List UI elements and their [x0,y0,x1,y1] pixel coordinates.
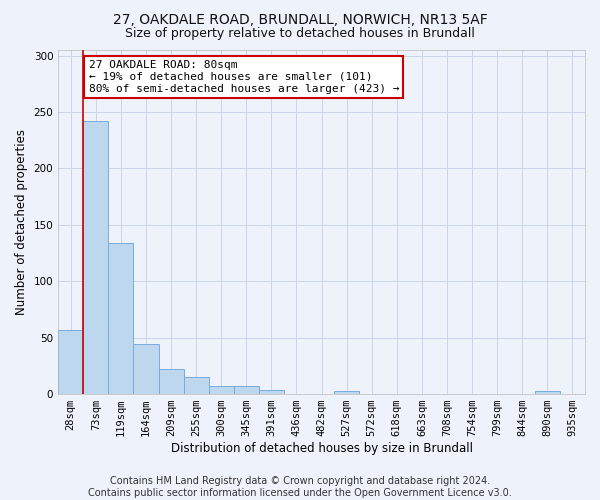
Bar [334,390,359,394]
Bar [259,390,284,394]
Text: 27, OAKDALE ROAD, BRUNDALL, NORWICH, NR13 5AF: 27, OAKDALE ROAD, BRUNDALL, NORWICH, NR1… [113,12,487,26]
Bar [133,344,158,394]
Bar [184,377,209,394]
Bar [535,390,560,394]
Bar [109,243,133,394]
Text: Size of property relative to detached houses in Brundall: Size of property relative to detached ho… [125,28,475,40]
Text: 27 OAKDALE ROAD: 80sqm
← 19% of detached houses are smaller (101)
80% of semi-de: 27 OAKDALE ROAD: 80sqm ← 19% of detached… [89,60,399,94]
Bar [209,386,234,394]
Text: Contains HM Land Registry data © Crown copyright and database right 2024.
Contai: Contains HM Land Registry data © Crown c… [88,476,512,498]
X-axis label: Distribution of detached houses by size in Brundall: Distribution of detached houses by size … [170,442,473,455]
Bar [158,370,184,394]
Bar [58,330,83,394]
Bar [83,121,109,394]
Bar [234,386,259,394]
Y-axis label: Number of detached properties: Number of detached properties [15,129,28,315]
